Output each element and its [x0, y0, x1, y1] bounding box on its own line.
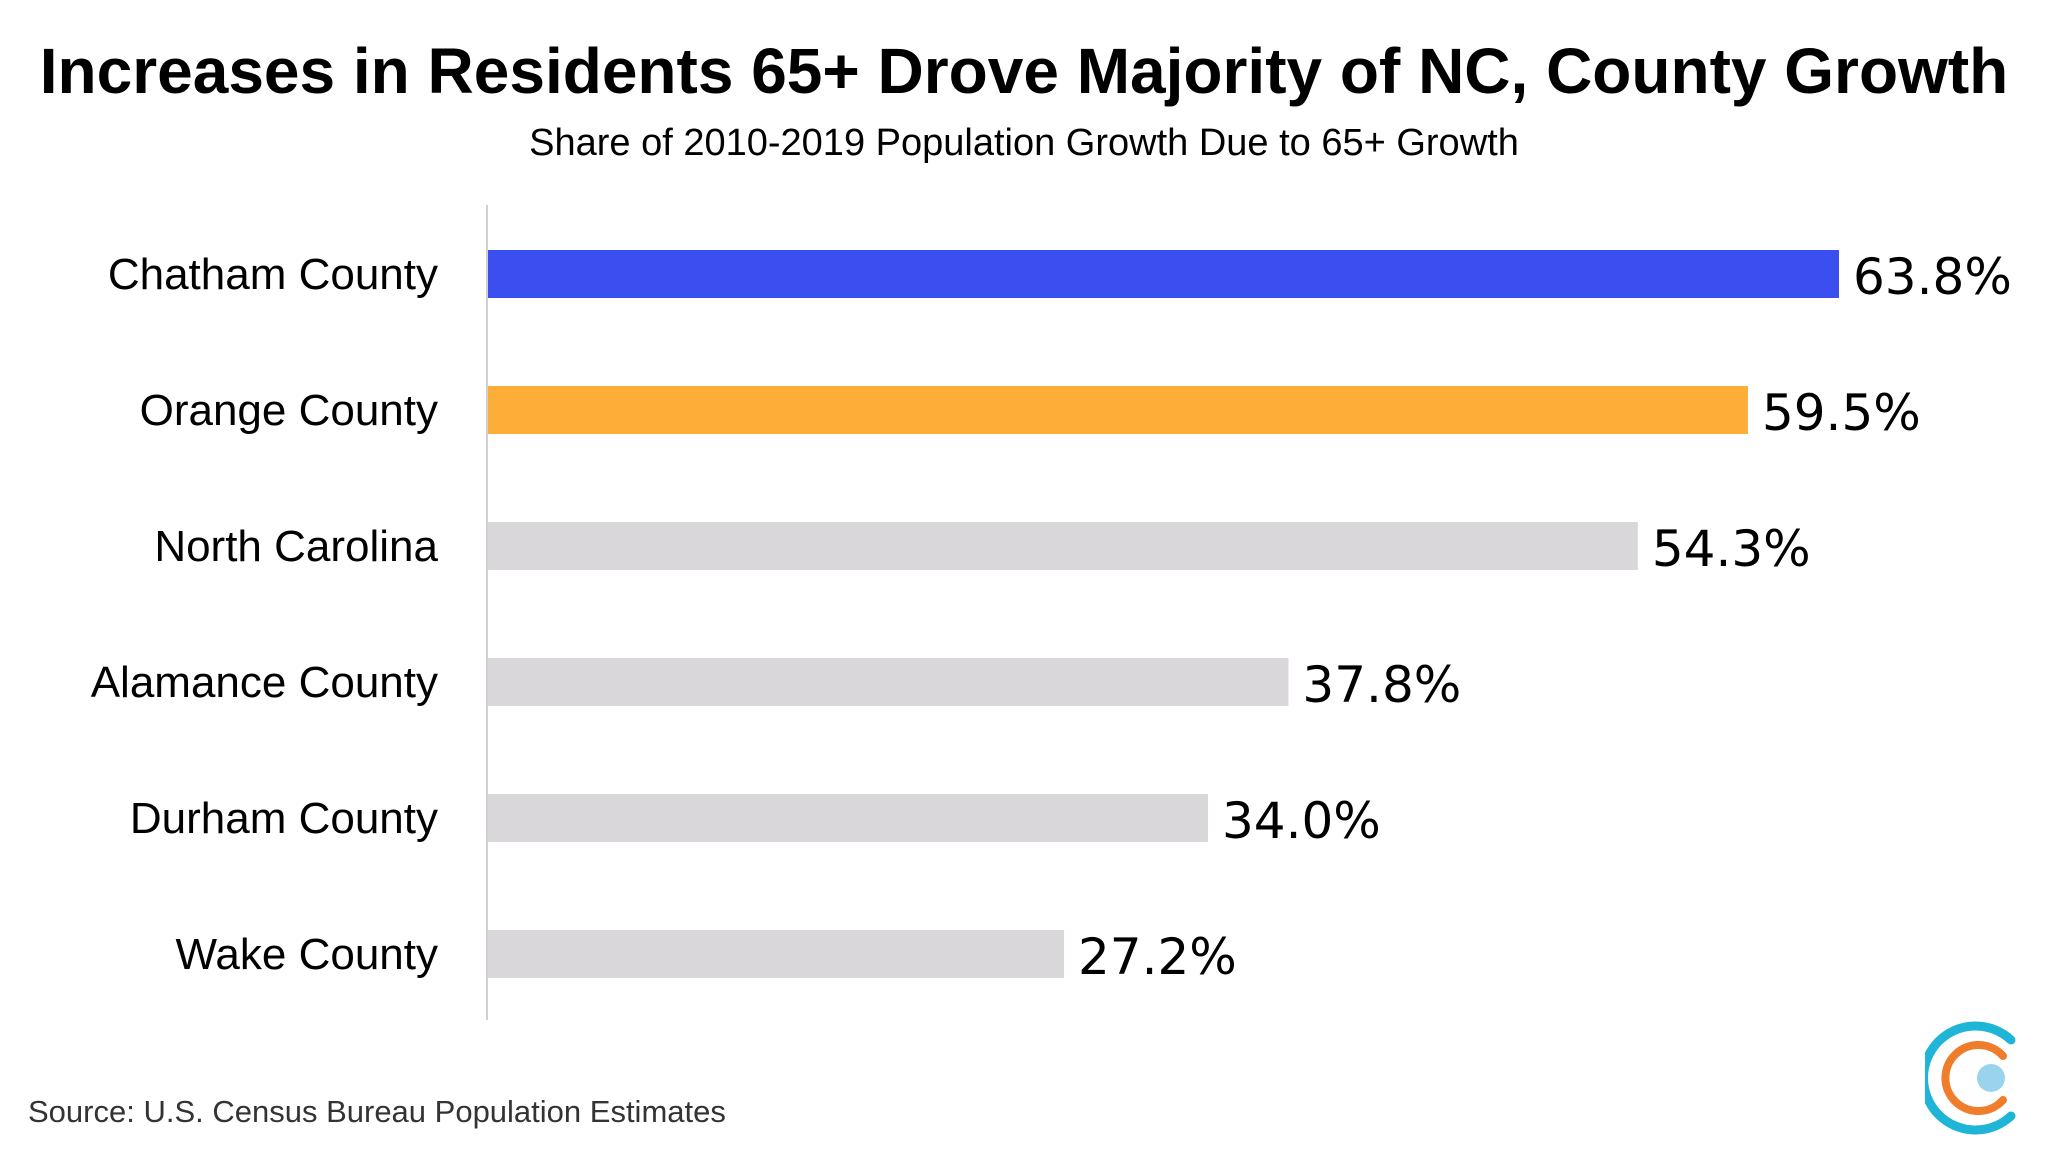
bar-durham-county [488, 794, 1208, 842]
bar-north-carolina [488, 522, 1638, 570]
bar-chatham-county [488, 250, 1839, 298]
category-label-north-carolina: North Carolina [154, 522, 438, 571]
logo-center-dot [1977, 1064, 2005, 1092]
logo-middle-arc [1941, 1041, 2007, 1115]
value-label-alamance-county: 37.8% [1302, 656, 1461, 714]
category-label-orange-county: Orange County [140, 386, 438, 435]
bar-alamance-county [488, 658, 1289, 706]
value-label-north-carolina: 54.3% [1652, 520, 1811, 578]
category-label-chatham-county: Chatham County [108, 250, 438, 299]
concentric-c-logo-icon [1925, 1021, 2016, 1135]
source-note: Source: U.S. Census Bureau Population Es… [28, 1094, 726, 1129]
value-label-orange-county: 59.5% [1762, 384, 1921, 442]
chart-subtitle: Share of 2010-2019 Population Growth Due… [529, 122, 1519, 164]
chart-title: Increases in Residents 65+ Drove Majorit… [39, 35, 2009, 107]
bars-layer: Chatham County 63.8% Orange County 59.5% Nor… [91, 248, 2012, 986]
category-label-durham-county: Durham County [130, 794, 438, 843]
value-label-chatham-county: 63.8% [1853, 248, 2012, 306]
value-label-durham-county: 34.0% [1222, 792, 1381, 850]
category-label-alamance-county: Alamance County [91, 658, 438, 707]
bar-orange-county [488, 386, 1748, 434]
logo-outer-arc [1925, 1021, 2016, 1135]
value-label-wake-county: 27.2% [1078, 928, 1237, 986]
bar-wake-county [488, 930, 1064, 978]
category-label-wake-county: Wake County [176, 930, 438, 979]
